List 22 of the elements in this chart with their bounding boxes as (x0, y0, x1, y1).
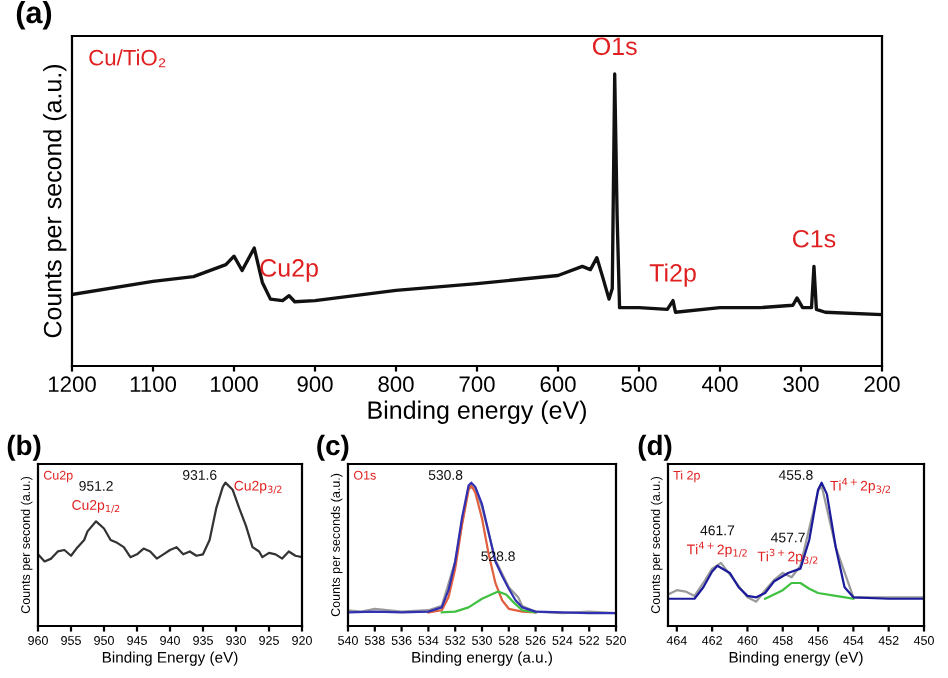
x-tick-label: 1000 (210, 376, 258, 393)
text: Cu/TiO₂ (89, 49, 166, 68)
x-axis-title: Binding energy (eV) (368, 400, 586, 424)
chart-title: (b) (7, 434, 41, 461)
chart-title: (a) (16, 0, 52, 30)
chart-title: (c) (317, 434, 349, 461)
annotation: C1s (793, 229, 836, 248)
annotation: O1s (592, 37, 637, 56)
y-axis-title: Counts per second (a.u.) (43, 64, 67, 338)
x-tick-label: 800 (378, 376, 414, 393)
x-tick-label: 700 (459, 376, 495, 393)
x-tick-label: 900 (297, 376, 333, 393)
x-tick-label: 400 (701, 376, 738, 393)
x-tick-label: 500 (621, 376, 657, 393)
annotation: Ti2p (649, 263, 696, 287)
annotation: Cu2p (260, 259, 318, 282)
x-tick-label: 200 (864, 376, 900, 393)
x-tick-label: 1200 (48, 376, 96, 393)
x-tick-label: 1100 (130, 376, 177, 393)
x-tick-label: 300 (783, 376, 819, 393)
x-tick-label: 600 (540, 376, 576, 393)
chart-title: (d) (638, 434, 672, 461)
